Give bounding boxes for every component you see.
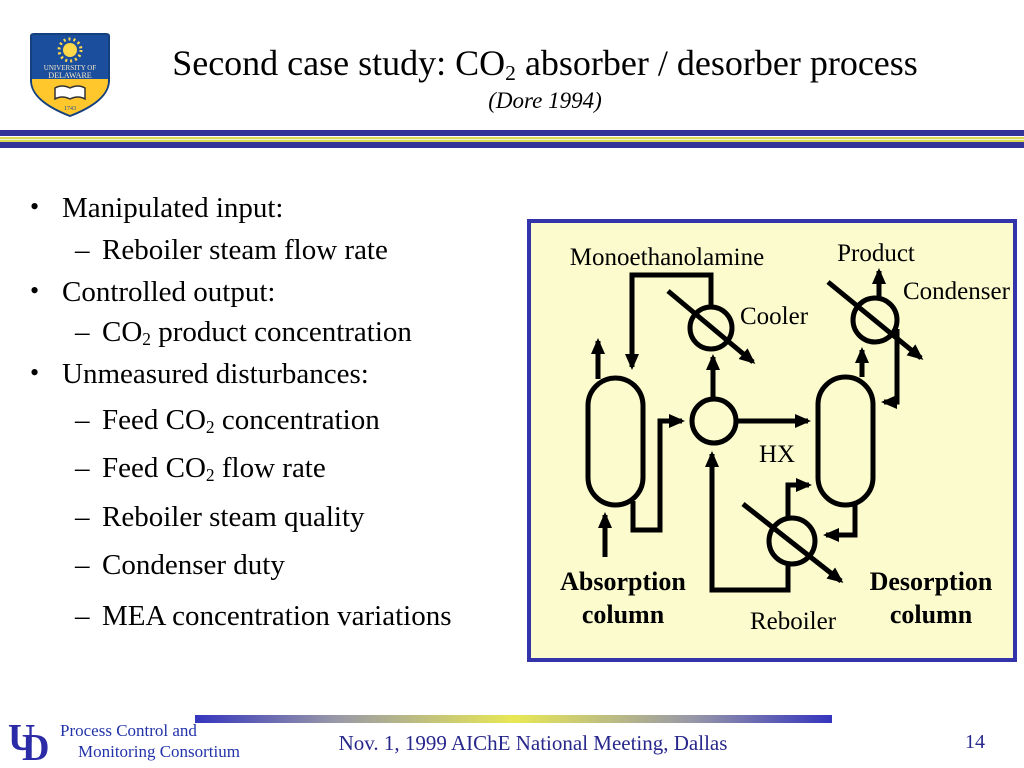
bullet-text: Reboiler steam quality xyxy=(102,501,365,533)
label-absorption-column-1: Absorption xyxy=(560,567,686,596)
dash-marker: – xyxy=(75,234,90,266)
dash-marker: – xyxy=(75,600,90,632)
bullet-text: CO2 product concentration xyxy=(102,316,412,349)
divider-yellow-line xyxy=(0,140,1024,142)
cooler-duty-arrow xyxy=(666,289,756,364)
bullet-text: Condenser duty xyxy=(102,549,285,581)
bullet-marker: • xyxy=(30,358,40,387)
dash-marker: – xyxy=(75,452,90,484)
bullet-text: Reboiler steam flow rate xyxy=(102,234,388,266)
process-flow-diagram: Monoethanolamine Product Condenser Coole… xyxy=(560,240,1011,635)
reboiler-steam-arrow xyxy=(741,502,844,583)
label-hx: HX xyxy=(759,441,795,468)
slide-subtitle: (Dore 1994) xyxy=(488,88,602,113)
label-condenser: Condenser xyxy=(903,278,1011,305)
consortium-name-line1: Process Control and xyxy=(60,721,197,740)
bullet-text: MEA concentration variations xyxy=(102,600,452,632)
bullet-text: Manipulated input: xyxy=(62,192,284,224)
absorption-column-shape xyxy=(585,375,646,508)
bullet-marker: • xyxy=(30,192,40,221)
condenser-duty-arrow xyxy=(826,280,924,360)
consortium-name-line2: Monitoring Consortium xyxy=(78,742,240,761)
ud-monogram-icon: U D xyxy=(8,716,60,768)
condenser-reflux-line xyxy=(881,329,900,409)
dash-marker: – xyxy=(75,316,90,348)
sun-rays-icon xyxy=(57,37,83,63)
page-number: 14 xyxy=(965,731,985,753)
logo-text-university: UNIVERSITY OF xyxy=(44,64,97,72)
reboiler-to-hx-line xyxy=(705,451,791,593)
desorption-column-shape xyxy=(815,374,876,508)
logo-year: 1743 xyxy=(64,106,76,112)
sun-icon xyxy=(63,43,77,57)
absorber-to-hx-line xyxy=(630,414,685,533)
open-book-icon xyxy=(54,85,86,101)
university-of-delaware-logo-icon: UNIVERSITY OF DELAWARE 1743 xyxy=(30,33,110,118)
bullet-text: Unmeasured disturbances: xyxy=(62,358,369,390)
label-desorption-column-2: column xyxy=(890,600,973,629)
reboiler-vapor-return-line xyxy=(785,478,812,518)
monogram-u: U xyxy=(8,717,36,759)
label-desorption-column-1: Desorption xyxy=(870,567,993,596)
label-product: Product xyxy=(837,240,915,267)
label-reboiler: Reboiler xyxy=(750,608,837,635)
hx-shape xyxy=(689,396,739,446)
conference-footer-text: Nov. 1, 1999 AIChE National Meeting, Dal… xyxy=(338,731,728,755)
logo-text-delaware: DELAWARE xyxy=(48,71,91,80)
divider-blue-band xyxy=(0,130,1024,136)
label-monoethanolamine: Monoethanolamine xyxy=(570,244,764,271)
bullet-text: Feed CO2 flow rate xyxy=(102,452,326,485)
label-absorption-column-2: column xyxy=(582,600,665,629)
title-divider xyxy=(0,130,1024,148)
bullet-text: Controlled output: xyxy=(62,276,276,308)
footer-gradient-bar xyxy=(195,715,832,723)
divider-white-line xyxy=(0,136,1024,137)
monogram-d: D xyxy=(22,727,50,768)
mea-recycle-line xyxy=(625,272,714,370)
dash-marker: – xyxy=(75,549,90,581)
divider-blue-band xyxy=(0,142,1024,148)
desorber-to-reboiler-line xyxy=(823,505,858,542)
dash-marker: – xyxy=(75,404,90,436)
dash-marker: – xyxy=(75,501,90,533)
bullet-marker: • xyxy=(30,276,40,305)
divider-yellow-line xyxy=(0,137,1024,139)
label-cooler: Cooler xyxy=(740,303,809,330)
bullet-text: Feed CO2 concentration xyxy=(102,404,380,437)
divider-cream-line xyxy=(0,139,1024,140)
slide-title: Second case study: CO2 absorber / desorb… xyxy=(172,43,918,85)
